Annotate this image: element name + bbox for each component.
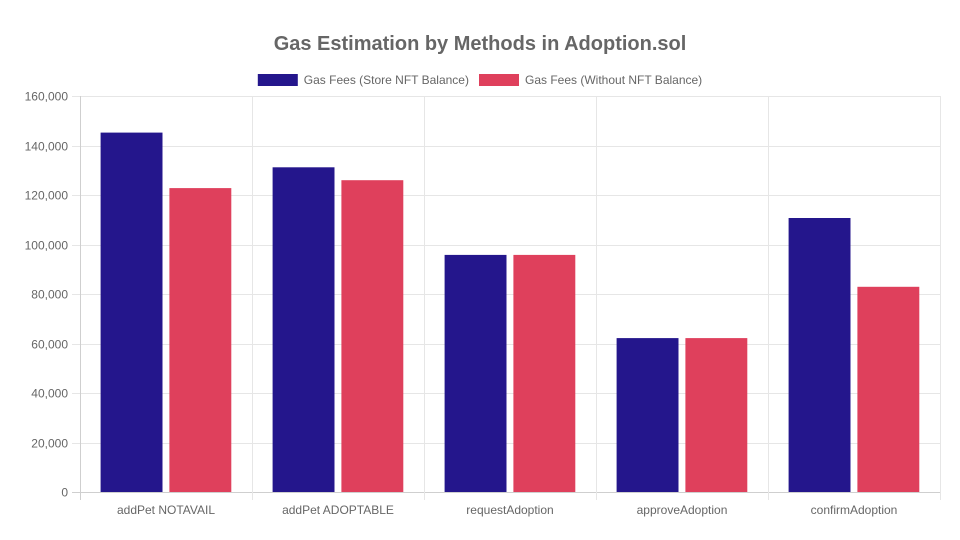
legend: Gas Fees (Store NFT Balance) Gas Fees (Wi… (257, 73, 702, 87)
legend-item[interactable]: Gas Fees (Store NFT Balance) (257, 73, 469, 87)
legend-label: Gas Fees (Without NFT Balance) (525, 73, 702, 87)
bar-store-nft-balance (616, 338, 679, 492)
y-tick-label: 160,000 (25, 90, 69, 104)
bar-without-nft-balance (169, 188, 232, 492)
bar-without-nft-balance (857, 286, 920, 492)
bars (100, 132, 920, 493)
x-tick-label: approveAdoption (637, 503, 728, 517)
legend-item[interactable]: Gas Fees (Without NFT Balance) (479, 73, 702, 87)
y-tick-label: 120,000 (25, 189, 69, 203)
bar-without-nft-balance (685, 338, 748, 492)
y-tick-label: 80,000 (31, 288, 68, 302)
y-tick-label: 140,000 (25, 140, 69, 154)
y-tick-label: 20,000 (31, 437, 68, 451)
x-tick-label: addPet ADOPTABLE (282, 503, 394, 517)
legend-swatch (479, 74, 519, 86)
x-tick-label: addPet NOTAVAIL (117, 503, 215, 517)
legend-label: Gas Fees (Store NFT Balance) (304, 73, 469, 87)
bar-store-nft-balance (788, 218, 851, 492)
chart-title: Gas Estimation by Methods in Adoption.so… (274, 33, 687, 55)
bar-without-nft-balance (341, 180, 404, 492)
legend-swatch (257, 74, 298, 86)
bar-store-nft-balance (100, 132, 163, 492)
y-tick-label: 40,000 (31, 387, 68, 401)
bar-store-nft-balance (272, 167, 335, 493)
y-tick-label: 100,000 (25, 239, 69, 253)
y-tick-label: 0 (61, 486, 68, 500)
x-tick-label: confirmAdoption (811, 503, 898, 517)
axes: 0 20,000 40,000 60,000 80,000 100,000 120,000 1… (25, 90, 898, 518)
bar-without-nft-balance (513, 254, 576, 492)
bar-store-nft-balance (444, 254, 507, 492)
x-tick-label: requestAdoption (466, 503, 553, 517)
y-tick-label: 60,000 (31, 338, 68, 352)
